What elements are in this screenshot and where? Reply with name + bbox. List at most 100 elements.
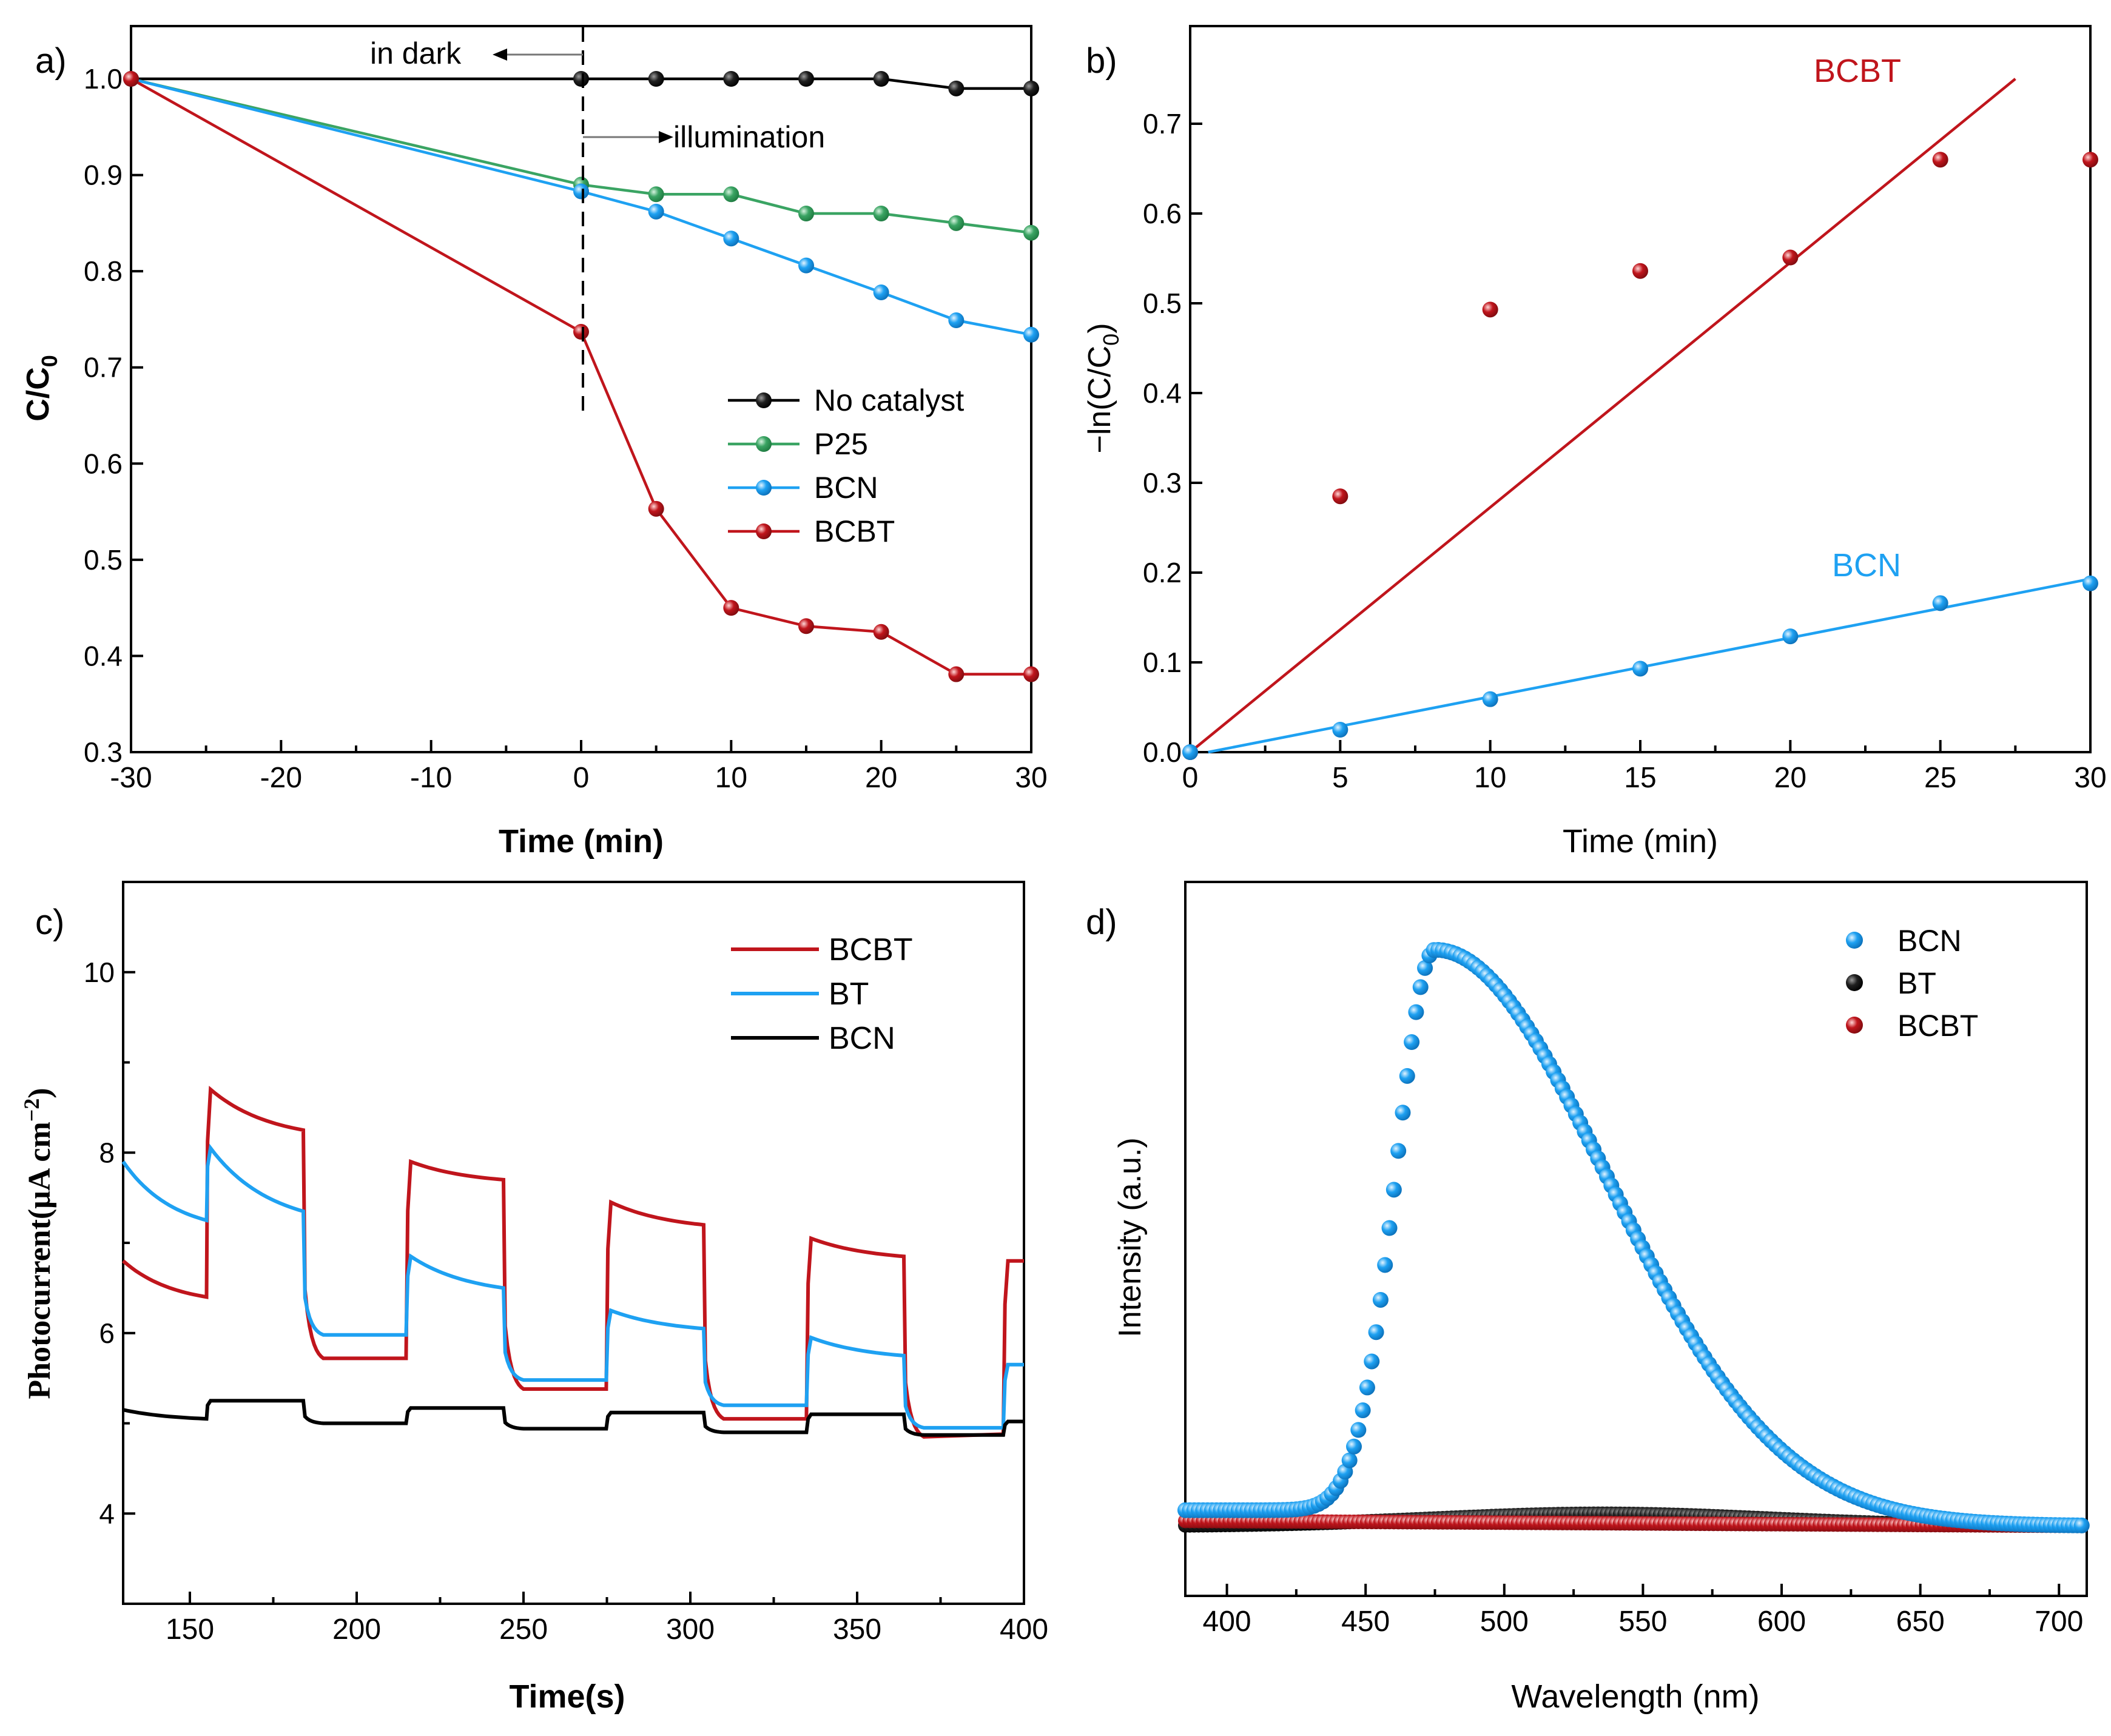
bcn-data-point <box>1390 1143 1407 1159</box>
data-point <box>723 71 739 87</box>
data-point <box>1023 224 1039 241</box>
data-point <box>1932 152 1948 168</box>
bcn-data-point <box>1364 1353 1380 1370</box>
data-point <box>798 71 814 87</box>
data-point <box>723 186 739 203</box>
panel-c-xlabel: Time(s) <box>509 1678 625 1715</box>
data-point <box>2082 152 2098 168</box>
y-tick-label: 4 <box>99 1498 115 1529</box>
panel-d: d) 400 450 500 550 600 650 700 Intensity (a.u.… <box>1086 881 2090 1715</box>
legend-marker <box>756 436 772 452</box>
legend-label: BT <box>829 977 869 1012</box>
legend-marker <box>756 480 772 496</box>
legend-label: No catalyst <box>814 383 964 417</box>
x-tick-label: -10 <box>410 762 452 794</box>
data-point <box>1482 691 1498 707</box>
panel-d-frame <box>1184 881 2088 1597</box>
bcn-data-point <box>1408 1004 1424 1020</box>
bcn-data-point <box>1368 1324 1384 1341</box>
y-tick-label: 0.8 <box>84 255 123 287</box>
data-point <box>1332 722 1348 738</box>
y-tick-label: 6 <box>99 1317 115 1349</box>
legend-label: P25 <box>814 427 868 461</box>
data-point <box>798 206 814 221</box>
data-point <box>723 600 739 616</box>
panel-a: a) -30 -20 -10 0 10 20 30 0.3 0.4 0.5 0.6 0.7 0.8 0.9… <box>21 25 1048 860</box>
x-tick-label: 400 <box>1000 1613 1048 1646</box>
y-tick-label: 0.1 <box>1143 647 1182 678</box>
bcn-data-point <box>1412 979 1429 995</box>
data-point <box>2082 575 2098 591</box>
x-tick-label: 150 <box>166 1613 214 1646</box>
series-line-no-catalyst <box>131 77 1031 90</box>
data-point <box>798 618 814 634</box>
in-dark-annotation: in dark <box>370 36 462 70</box>
x-tick-label: 10 <box>1474 762 1506 794</box>
data-point <box>573 71 589 87</box>
y-tick-label: 0.4 <box>84 640 123 671</box>
data-point <box>1482 301 1498 318</box>
y-tick-label: 0.2 <box>1143 557 1182 588</box>
data-point <box>648 186 664 203</box>
y-tick-label: 0.5 <box>84 544 123 576</box>
bcn-data-point <box>1359 1379 1375 1396</box>
data-point <box>1023 326 1039 343</box>
bcn-data-point <box>1399 1068 1415 1084</box>
x-tick-label: 650 <box>1896 1606 1945 1638</box>
data-point <box>948 312 965 329</box>
legend-marker <box>756 392 772 408</box>
panel-c-label: c) <box>35 903 64 942</box>
data-point <box>948 666 965 682</box>
data-point <box>1932 595 1948 611</box>
panel-b-label: b) <box>1086 41 1117 81</box>
data-point <box>648 71 664 87</box>
x-tick-label: 700 <box>2035 1606 2083 1638</box>
panel-b-xlabel: Time (min) <box>1563 823 1718 860</box>
bcbt-series-label: BCBT <box>1814 53 1901 89</box>
legend-label: BCBT <box>814 514 895 548</box>
series-line-p25 <box>130 77 1032 234</box>
panel-d-ylabel: Intensity (a.u.) <box>1113 1137 1148 1337</box>
legend-marker <box>756 523 772 539</box>
bcn-series-label: BCN <box>1832 547 1901 584</box>
panel-c: c) 150 200 250 300 350 400 4 6 8 10 Photocurrent(… <box>19 881 1048 1715</box>
data-point <box>723 230 739 247</box>
legend-marker <box>1846 974 1863 991</box>
x-tick-label: 200 <box>332 1613 381 1646</box>
x-tick-label: 450 <box>1341 1606 1390 1638</box>
panel-a-plot <box>123 71 1039 682</box>
data-point <box>573 324 589 340</box>
data-point <box>1182 744 1198 760</box>
panel-b-ylabel: −ln(C/C0) <box>1082 323 1123 453</box>
panel-a-ylabel: C/C0 <box>21 355 62 422</box>
data-point <box>1023 666 1039 682</box>
bcn-data-point <box>1381 1220 1398 1236</box>
panel-d-xlabel: Wavelength (nm) <box>1511 1678 1759 1715</box>
x-tick-label: 30 <box>1015 762 1047 794</box>
data-point <box>1782 249 1799 266</box>
data-point <box>873 206 889 221</box>
x-tick-label: 30 <box>2074 762 2106 794</box>
panel-c-ylabel: Photocurrent(μA cm−2) <box>19 1088 57 1399</box>
panel-a-legend: No catalyst P25 BCN BCBT <box>728 383 964 548</box>
panel-d-legend: BCN BT BCBT <box>1846 924 1978 1043</box>
legend-label: BCBT <box>1897 1009 1978 1043</box>
in-dark-arrowhead <box>493 49 507 61</box>
photocurrent-trace-bcbt <box>122 1086 1024 1439</box>
bcn-data-point <box>1385 1182 1402 1198</box>
bcn-data-point <box>2073 1517 2090 1533</box>
bcn-data-point <box>1417 960 1433 976</box>
x-tick-label: 300 <box>666 1613 715 1646</box>
y-tick-label: 10 <box>84 957 115 988</box>
bcn-data-point <box>1404 1034 1420 1051</box>
bcn-data-point <box>1395 1105 1411 1121</box>
y-tick-label: 8 <box>99 1137 115 1168</box>
data-point <box>1632 661 1648 677</box>
bcn-data-point <box>1350 1422 1367 1438</box>
legend-marker <box>1846 932 1863 949</box>
x-tick-label: -30 <box>110 762 152 794</box>
y-tick-label: 0.7 <box>1143 108 1182 140</box>
bcn-data-point <box>1355 1402 1371 1419</box>
photocurrent-trace-bcn <box>123 1399 1024 1437</box>
